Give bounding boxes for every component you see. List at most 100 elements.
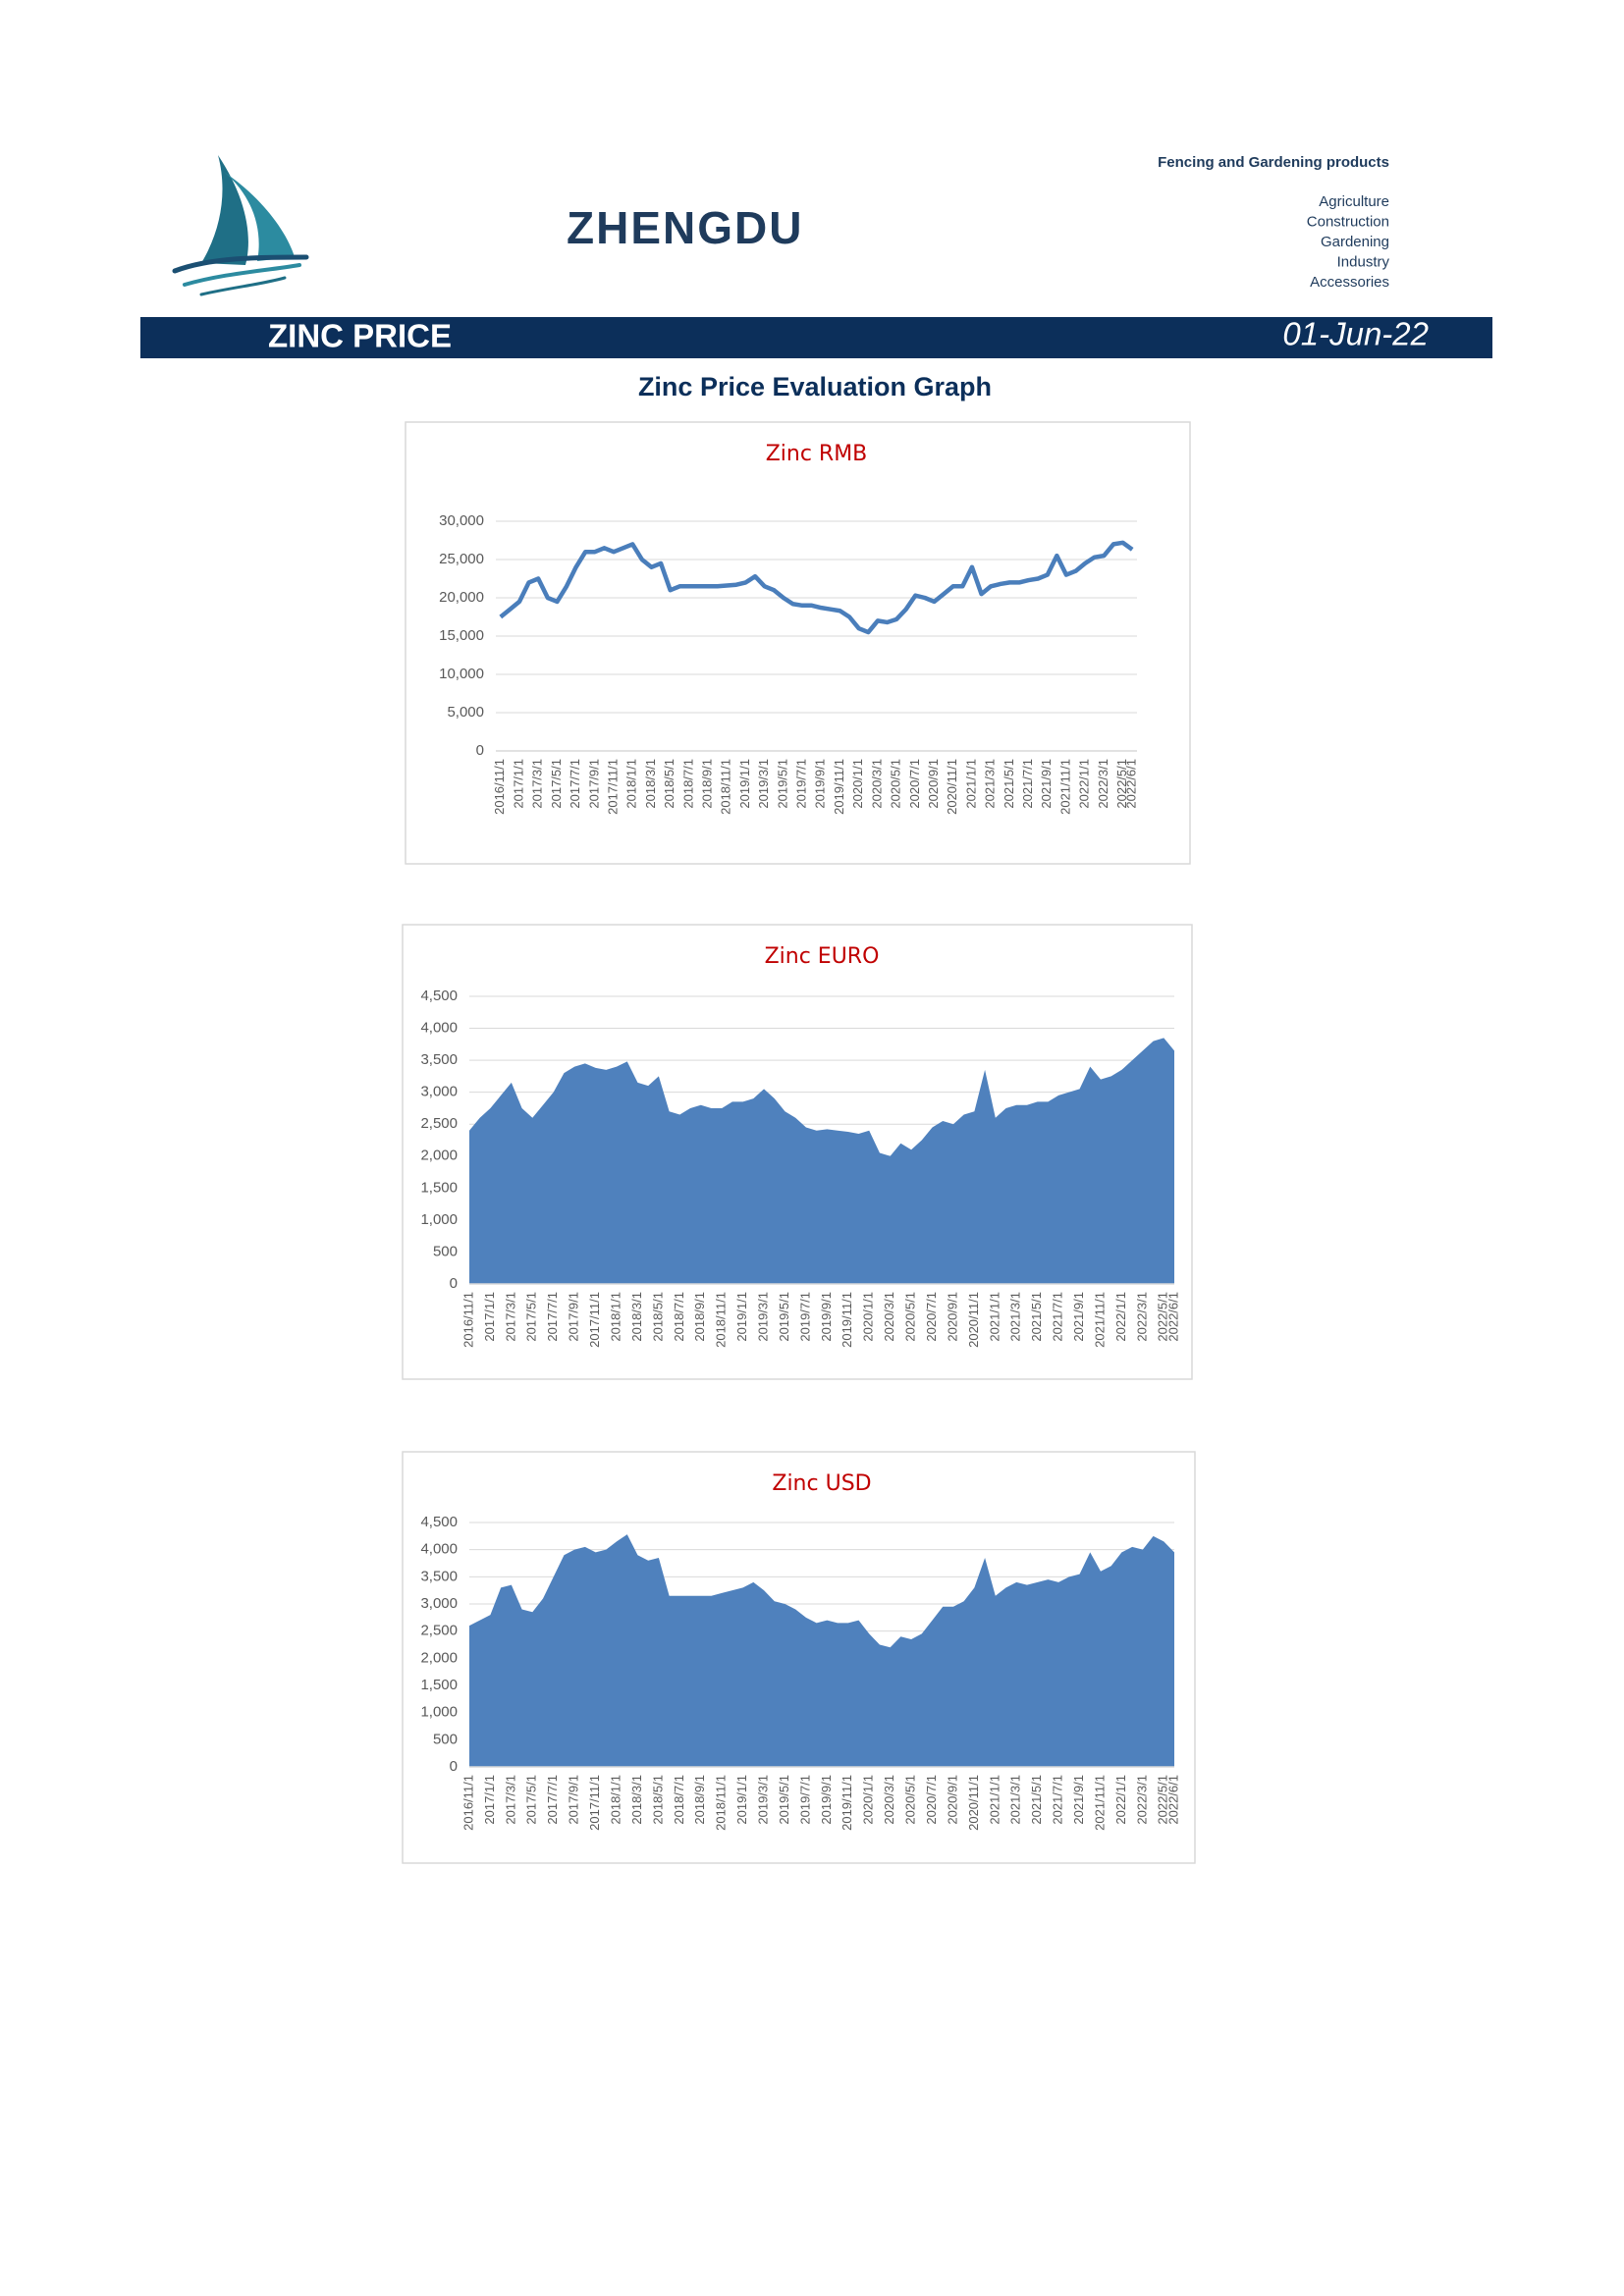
y-tick-label: 1,000 [420, 1211, 458, 1228]
y-tick-label: 1,500 [420, 1677, 458, 1693]
x-tick-label: 2021/1/1 [987, 1292, 1001, 1342]
x-tick-label: 2020/7/1 [924, 1775, 939, 1825]
x-tick-label: 2020/3/1 [882, 1775, 896, 1825]
x-tick-label: 2021/3/1 [1008, 1292, 1023, 1342]
x-tick-label: 2018/9/1 [700, 759, 715, 809]
x-tick-label: 2020/1/1 [861, 1292, 876, 1342]
x-tick-label: 2018/11/1 [714, 1292, 729, 1348]
x-tick-label: 2022/1/1 [1113, 1292, 1128, 1342]
sector: Gardening [1321, 234, 1389, 250]
x-tick-label: 2018/7/1 [680, 759, 695, 809]
x-tick-label: 2021/11/1 [1057, 759, 1072, 815]
y-tick-label: 3,000 [420, 1084, 458, 1100]
x-tick-label: 2017/3/1 [503, 1775, 517, 1825]
chart-title: Zinc EURO [765, 944, 880, 969]
x-tick-label: 2018/5/1 [650, 1292, 665, 1342]
sector: Agriculture [1319, 193, 1389, 210]
y-tick-label: 1,000 [420, 1704, 458, 1721]
sector-list: Agriculture Construction Gardening Industry… [1307, 193, 1390, 291]
x-tick-label: 2019/9/1 [819, 1292, 834, 1342]
y-tick-label: 0 [450, 1275, 458, 1292]
x-tick-label: 2018/11/1 [714, 1775, 729, 1831]
x-tick-label: 2021/5/1 [1029, 1292, 1044, 1342]
x-tick-label: 2017/5/1 [524, 1292, 539, 1342]
sector: Construction [1307, 213, 1389, 230]
y-tick-label: 2,000 [420, 1148, 458, 1164]
x-tick-label: 2019/5/1 [775, 759, 789, 809]
x-tick-label: 2018/1/1 [608, 1292, 623, 1342]
x-tick-label: 2017/3/1 [503, 1292, 517, 1342]
x-tick-label: 2022/3/1 [1134, 1775, 1149, 1825]
x-tick-label: 2021/5/1 [1001, 759, 1016, 809]
y-tick-label: 5,000 [447, 704, 484, 721]
y-tick-label: 4,500 [420, 1514, 458, 1530]
x-tick-label: 2019/11/1 [832, 759, 846, 815]
x-tick-label: 2020/5/1 [903, 1775, 918, 1825]
x-tick-label: 2021/5/1 [1029, 1775, 1044, 1825]
y-tick-label: 3,500 [420, 1051, 458, 1068]
x-tick-label: 2022/5/1 [1156, 1775, 1170, 1825]
heading: Zinc Price Evaluation Graph [638, 372, 992, 401]
x-tick-label: 2019/1/1 [734, 1292, 749, 1342]
y-tick-label: 15,000 [439, 627, 484, 644]
banner-date: 01-Jun-22 [1282, 316, 1429, 352]
x-tick-label: 2020/9/1 [945, 1775, 959, 1825]
y-tick-label: 30,000 [439, 512, 484, 529]
x-tick-label: 2021/7/1 [1051, 1775, 1065, 1825]
x-tick-label: 2022/6/1 [1124, 759, 1139, 809]
chart-frame [405, 421, 1191, 865]
y-tick-label: 4,000 [420, 1541, 458, 1558]
logo [172, 155, 309, 296]
y-tick-label: 20,000 [439, 589, 484, 606]
x-tick-label: 2017/5/1 [524, 1775, 539, 1825]
x-tick-label: 2021/11/1 [1092, 1775, 1107, 1831]
y-tick-label: 0 [450, 1758, 458, 1775]
x-tick-label: 2022/3/1 [1096, 759, 1110, 809]
x-tick-label: 2021/1/1 [963, 759, 978, 809]
x-tick-label: 2017/1/1 [482, 1292, 497, 1342]
x-tick-label: 2018/3/1 [629, 1292, 644, 1342]
x-tick-label: 2017/1/1 [511, 759, 525, 809]
y-tick-label: 3,000 [420, 1595, 458, 1612]
x-tick-label: 2018/9/1 [692, 1292, 707, 1342]
y-tick-label: 4,500 [420, 988, 458, 1004]
y-tick-label: 2,500 [420, 1115, 458, 1132]
x-tick-label: 2020/1/1 [861, 1775, 876, 1825]
x-tick-label: 2022/5/1 [1114, 759, 1129, 809]
x-tick-label: 2021/7/1 [1051, 1292, 1065, 1342]
x-tick-label: 2017/7/1 [545, 1775, 560, 1825]
x-tick-label: 2019/5/1 [777, 1292, 791, 1342]
x-tick-label: 2019/9/1 [819, 1775, 834, 1825]
chart-title: Zinc USD [772, 1471, 871, 1496]
x-tick-label: 2021/9/1 [1071, 1775, 1086, 1825]
x-tick-label: 2017/9/1 [567, 1292, 581, 1342]
x-tick-label: 2022/6/1 [1165, 1292, 1180, 1342]
x-tick-label: 2019/3/1 [755, 1292, 770, 1342]
x-tick-label: 2020/1/1 [850, 759, 865, 809]
x-tick-label: 2021/1/1 [987, 1775, 1001, 1825]
x-tick-label: 2019/1/1 [734, 1775, 749, 1825]
x-tick-label: 2019/11/1 [839, 1775, 854, 1831]
x-tick-label: 2019/3/1 [756, 759, 771, 809]
x-tick-label: 2021/11/1 [1092, 1292, 1107, 1348]
x-tick-label: 2017/5/1 [549, 759, 564, 809]
area [469, 1534, 1174, 1767]
y-tick-label: 2,500 [420, 1623, 458, 1639]
x-tick-label: 2020/11/1 [945, 759, 959, 815]
x-tick-label: 2016/11/1 [460, 1292, 475, 1348]
banner-title: ZINC PRICE [268, 318, 452, 354]
x-tick-label: 2017/7/1 [568, 759, 582, 809]
x-tick-label: 2019/5/1 [777, 1775, 791, 1825]
x-tick-label: 2020/5/1 [903, 1292, 918, 1342]
x-tick-label: 2021/3/1 [983, 759, 998, 809]
x-tick-label: 2021/3/1 [1008, 1775, 1023, 1825]
x-tick-label: 2022/1/1 [1077, 759, 1092, 809]
x-tick-label: 2018/3/1 [643, 759, 658, 809]
x-tick-label: 2019/7/1 [794, 759, 809, 809]
x-tick-label: 2020/3/1 [882, 1292, 896, 1342]
x-tick-label: 2017/11/1 [587, 1775, 602, 1831]
y-tick-label: 500 [433, 1243, 458, 1259]
x-tick-label: 2018/1/1 [608, 1775, 623, 1825]
x-tick-label: 2019/3/1 [755, 1775, 770, 1825]
